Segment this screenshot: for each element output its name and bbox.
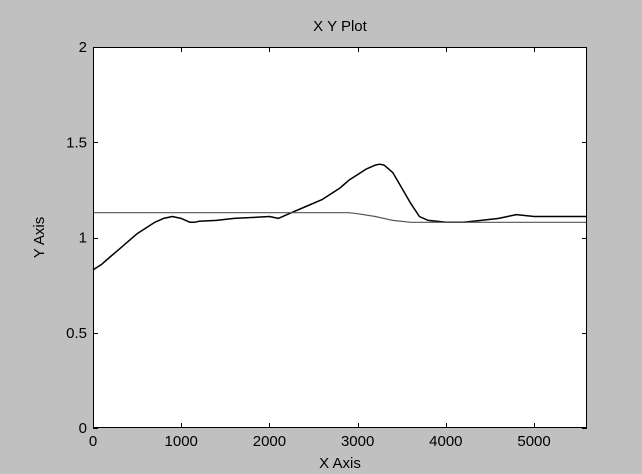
y-axis-label: Y Axis — [31, 217, 48, 258]
x-tick-label: 1000 — [165, 433, 198, 450]
x-axis-label: X Axis — [319, 455, 361, 472]
chart-title: X Y Plot — [313, 18, 367, 35]
ticks-layer: 0 1000 2000 3000 4000 5000 0 0.5 1 1.5 2 — [66, 39, 587, 450]
x-tick-label: 2000 — [253, 433, 286, 450]
x-tick-label: 4000 — [429, 433, 462, 450]
y-tick-label: 1.5 — [66, 134, 87, 151]
y-tick-label: 0 — [79, 420, 87, 437]
x-tick-label: 3000 — [341, 433, 374, 450]
x-tick-label: 5000 — [517, 433, 550, 450]
plot-area — [93, 47, 587, 428]
y-tick-label: 0.5 — [66, 325, 87, 342]
series-line-1 — [92, 163, 587, 271]
series-layer — [92, 163, 587, 271]
y-tick-label: 1 — [79, 230, 87, 247]
series-line-2 — [93, 212, 587, 223]
plot-frame — [93, 47, 587, 428]
x-tick-label: 0 — [89, 433, 97, 450]
y-tick-label: 2 — [79, 39, 87, 56]
